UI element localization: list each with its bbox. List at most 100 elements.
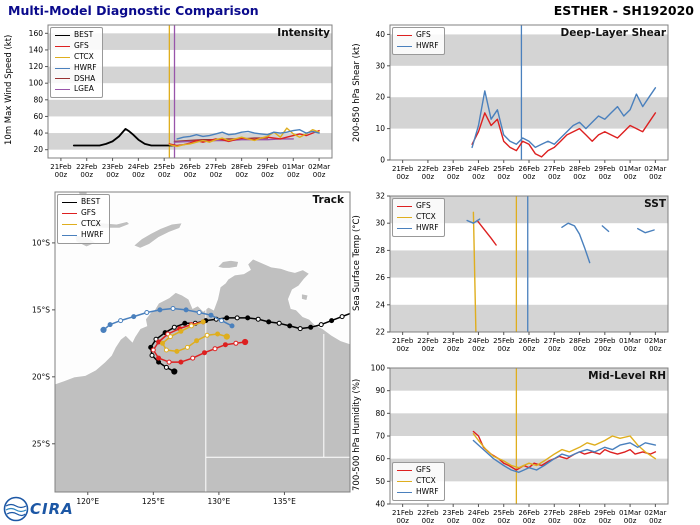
legend-label: HWRF	[81, 229, 104, 239]
svg-text:00z: 00z	[447, 173, 460, 181]
svg-text:29Feb: 29Feb	[594, 509, 616, 517]
svg-text:120: 120	[29, 62, 44, 71]
svg-text:00z: 00z	[599, 173, 612, 181]
svg-text:00z: 00z	[523, 345, 536, 353]
svg-text:21Feb: 21Feb	[50, 163, 72, 171]
ctcx-line-swatch	[397, 480, 412, 482]
svg-text:24Feb: 24Feb	[468, 337, 490, 345]
svg-text:00z: 00z	[497, 173, 510, 181]
svg-text:29Feb: 29Feb	[257, 163, 279, 171]
svg-text:10: 10	[375, 124, 385, 133]
legend-label: CTCX	[416, 211, 436, 221]
sst-legend: GFS CTCX HWRF	[392, 198, 445, 237]
svg-text:50: 50	[375, 477, 385, 486]
svg-text:21Feb: 21Feb	[392, 165, 414, 173]
svg-text:20: 20	[33, 145, 43, 154]
legend-label: HWRF	[416, 222, 439, 232]
svg-text:00z: 00z	[235, 171, 248, 179]
legend-label: GFS	[416, 201, 431, 210]
svg-text:28: 28	[375, 246, 385, 255]
svg-text:01Mar: 01Mar	[282, 163, 304, 171]
svg-text:160: 160	[29, 29, 44, 38]
legend-label: CTCX	[416, 475, 436, 485]
svg-text:00z: 00z	[523, 517, 536, 525]
svg-text:00z: 00z	[497, 517, 510, 525]
legend-item: DSHA	[55, 74, 97, 85]
legend-item: HWRF	[62, 230, 104, 241]
legend-item: HWRF	[397, 487, 439, 498]
svg-text:00z: 00z	[396, 173, 409, 181]
best-line-swatch	[62, 201, 77, 203]
svg-text:70: 70	[375, 432, 385, 441]
svg-text:00z: 00z	[55, 171, 68, 179]
svg-text:00z: 00z	[573, 517, 586, 525]
svg-text:01Mar: 01Mar	[619, 165, 641, 173]
svg-text:120°E: 120°E	[76, 497, 99, 506]
svg-text:00z: 00z	[599, 345, 612, 353]
svg-text:00z: 00z	[422, 345, 435, 353]
legend-label: GFS	[81, 207, 96, 217]
svg-text:25Feb: 25Feb	[493, 165, 515, 173]
rh-plot: 40506070809010021Feb00z22Feb00z23Feb00z2…	[371, 364, 669, 525]
svg-text:29Feb: 29Feb	[594, 165, 616, 173]
intensity-panel-title: Intensity	[277, 27, 330, 39]
sst-panel-title: SST	[644, 198, 666, 210]
svg-text:00z: 00z	[184, 171, 197, 179]
svg-text:125°E: 125°E	[142, 497, 165, 506]
ctcx-line-swatch	[62, 223, 77, 225]
legend-label: LGEA	[74, 84, 94, 94]
sst-y-axis-label: Sea Surface Temp (°C)	[352, 215, 362, 311]
hwrf-line-swatch	[397, 45, 412, 47]
svg-text:00z: 00z	[132, 171, 145, 179]
svg-text:26Feb: 26Feb	[518, 165, 540, 173]
track-panel-title: Track	[312, 194, 344, 206]
best-line-swatch	[55, 34, 70, 36]
hwrf-line-swatch	[397, 227, 412, 229]
legend-item: BEST	[62, 197, 104, 208]
legend-item: GFS	[397, 465, 439, 476]
svg-text:00z: 00z	[599, 517, 612, 525]
svg-text:28Feb: 28Feb	[569, 337, 591, 345]
gfs-line-swatch	[62, 212, 77, 214]
svg-text:00z: 00z	[624, 345, 637, 353]
svg-text:00z: 00z	[422, 517, 435, 525]
svg-text:20°S: 20°S	[32, 372, 50, 381]
svg-text:00z: 00z	[523, 173, 536, 181]
legend-item: BEST	[55, 30, 97, 41]
svg-text:0: 0	[380, 156, 385, 165]
gfs-line-swatch	[397, 34, 412, 36]
svg-text:22: 22	[375, 328, 385, 337]
intensity-plot: 2040608010012014016021Feb00z22Feb00z23Fe…	[29, 24, 333, 179]
legend-label: BEST	[81, 197, 101, 206]
svg-text:02Mar: 02Mar	[644, 337, 666, 345]
svg-text:00z: 00z	[649, 173, 662, 181]
lgea-line-swatch	[55, 89, 70, 91]
svg-text:22Feb: 22Feb	[76, 163, 98, 171]
svg-text:00z: 00z	[573, 173, 586, 181]
legend-label: HWRF	[74, 62, 97, 72]
svg-text:100: 100	[371, 364, 386, 373]
cira-globe-icon	[3, 496, 29, 522]
svg-text:22Feb: 22Feb	[417, 509, 439, 517]
svg-text:27Feb: 27Feb	[544, 165, 566, 173]
svg-text:00z: 00z	[447, 517, 460, 525]
svg-text:21Feb: 21Feb	[392, 337, 414, 345]
svg-text:00z: 00z	[422, 173, 435, 181]
gfs-line-swatch	[397, 205, 412, 207]
svg-text:130°E: 130°E	[207, 497, 230, 506]
svg-text:00z: 00z	[624, 173, 637, 181]
svg-text:100: 100	[29, 79, 44, 88]
svg-text:29Feb: 29Feb	[594, 337, 616, 345]
shear-y-axis-label: 200-850 hPa Shear (kt)	[352, 43, 362, 142]
svg-text:00z: 00z	[573, 345, 586, 353]
svg-text:60: 60	[375, 454, 385, 463]
legend-item: GFS	[397, 201, 439, 212]
legend-label: GFS	[416, 465, 431, 474]
svg-text:60: 60	[33, 112, 43, 121]
legend-item: LGEA	[55, 84, 97, 95]
svg-text:00z: 00z	[497, 345, 510, 353]
svg-text:24Feb: 24Feb	[468, 509, 490, 517]
svg-text:26Feb: 26Feb	[179, 163, 201, 171]
svg-text:00z: 00z	[472, 173, 485, 181]
legend-item: GFS	[62, 208, 104, 219]
